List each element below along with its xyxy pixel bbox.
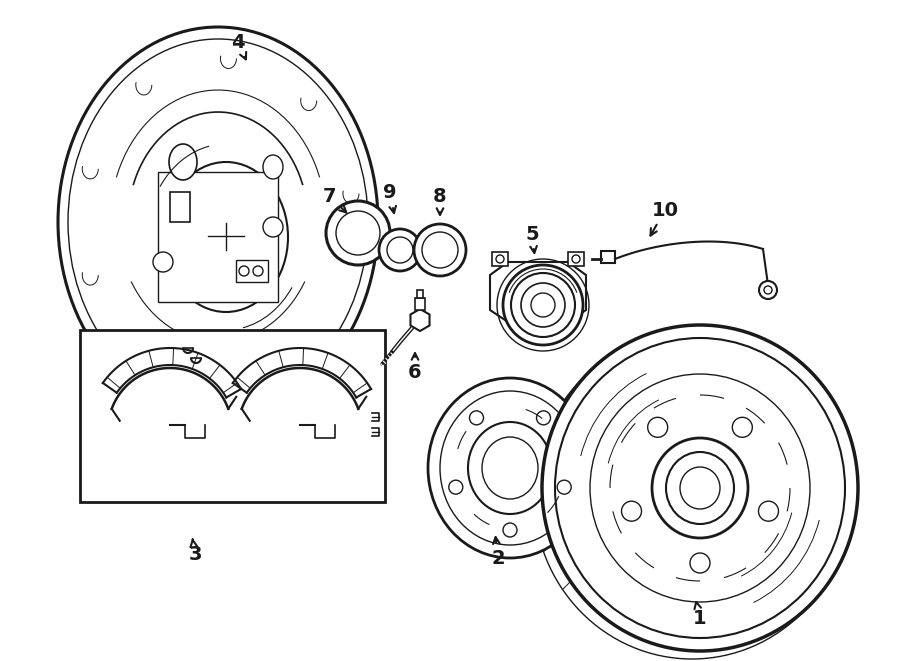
Ellipse shape — [680, 467, 720, 509]
Text: 10: 10 — [651, 200, 679, 235]
Ellipse shape — [511, 273, 575, 337]
Ellipse shape — [176, 177, 276, 297]
Text: 1: 1 — [693, 602, 706, 627]
Bar — [158, 172, 278, 302]
Circle shape — [764, 286, 772, 294]
Text: 6: 6 — [409, 353, 422, 381]
Ellipse shape — [164, 162, 288, 312]
Ellipse shape — [58, 27, 378, 417]
Circle shape — [733, 417, 752, 438]
Ellipse shape — [534, 333, 850, 659]
Bar — [492, 252, 508, 266]
Bar — [601, 251, 615, 263]
Circle shape — [759, 281, 777, 299]
Ellipse shape — [468, 422, 552, 514]
Text: 9: 9 — [383, 184, 397, 213]
Ellipse shape — [68, 39, 368, 405]
Ellipse shape — [387, 237, 413, 263]
Circle shape — [470, 411, 483, 425]
Text: 2: 2 — [491, 537, 505, 568]
Circle shape — [239, 266, 249, 276]
Ellipse shape — [414, 224, 466, 276]
Circle shape — [572, 255, 580, 263]
Ellipse shape — [326, 201, 390, 265]
Ellipse shape — [482, 437, 538, 499]
Ellipse shape — [542, 325, 858, 651]
Ellipse shape — [652, 438, 748, 538]
Ellipse shape — [379, 229, 421, 271]
Circle shape — [690, 553, 710, 573]
Ellipse shape — [169, 144, 197, 180]
Polygon shape — [490, 262, 586, 322]
Circle shape — [496, 255, 504, 263]
Circle shape — [622, 501, 642, 521]
Ellipse shape — [440, 391, 580, 545]
Bar — [568, 252, 584, 266]
Text: 4: 4 — [231, 32, 247, 59]
Text: 8: 8 — [433, 188, 446, 215]
Ellipse shape — [428, 378, 592, 558]
Ellipse shape — [666, 452, 734, 524]
Circle shape — [253, 266, 263, 276]
Ellipse shape — [263, 155, 283, 179]
Ellipse shape — [336, 211, 380, 255]
Text: 7: 7 — [323, 188, 346, 212]
Polygon shape — [410, 309, 429, 331]
Bar — [80, 330, 385, 502]
Bar — [236, 260, 268, 282]
Ellipse shape — [521, 283, 565, 327]
Circle shape — [449, 480, 463, 494]
Bar — [415, 298, 425, 310]
Text: 5: 5 — [526, 225, 539, 253]
Text: 3: 3 — [188, 539, 202, 564]
Circle shape — [648, 417, 668, 438]
Circle shape — [557, 480, 572, 494]
Ellipse shape — [263, 217, 283, 237]
Ellipse shape — [503, 265, 583, 345]
Bar — [170, 192, 190, 222]
Circle shape — [759, 501, 778, 521]
Circle shape — [536, 411, 551, 425]
Bar — [417, 290, 423, 298]
Ellipse shape — [555, 338, 845, 638]
Ellipse shape — [153, 252, 173, 272]
Ellipse shape — [531, 293, 555, 317]
Circle shape — [503, 523, 517, 537]
Ellipse shape — [422, 232, 458, 268]
Ellipse shape — [590, 374, 810, 602]
